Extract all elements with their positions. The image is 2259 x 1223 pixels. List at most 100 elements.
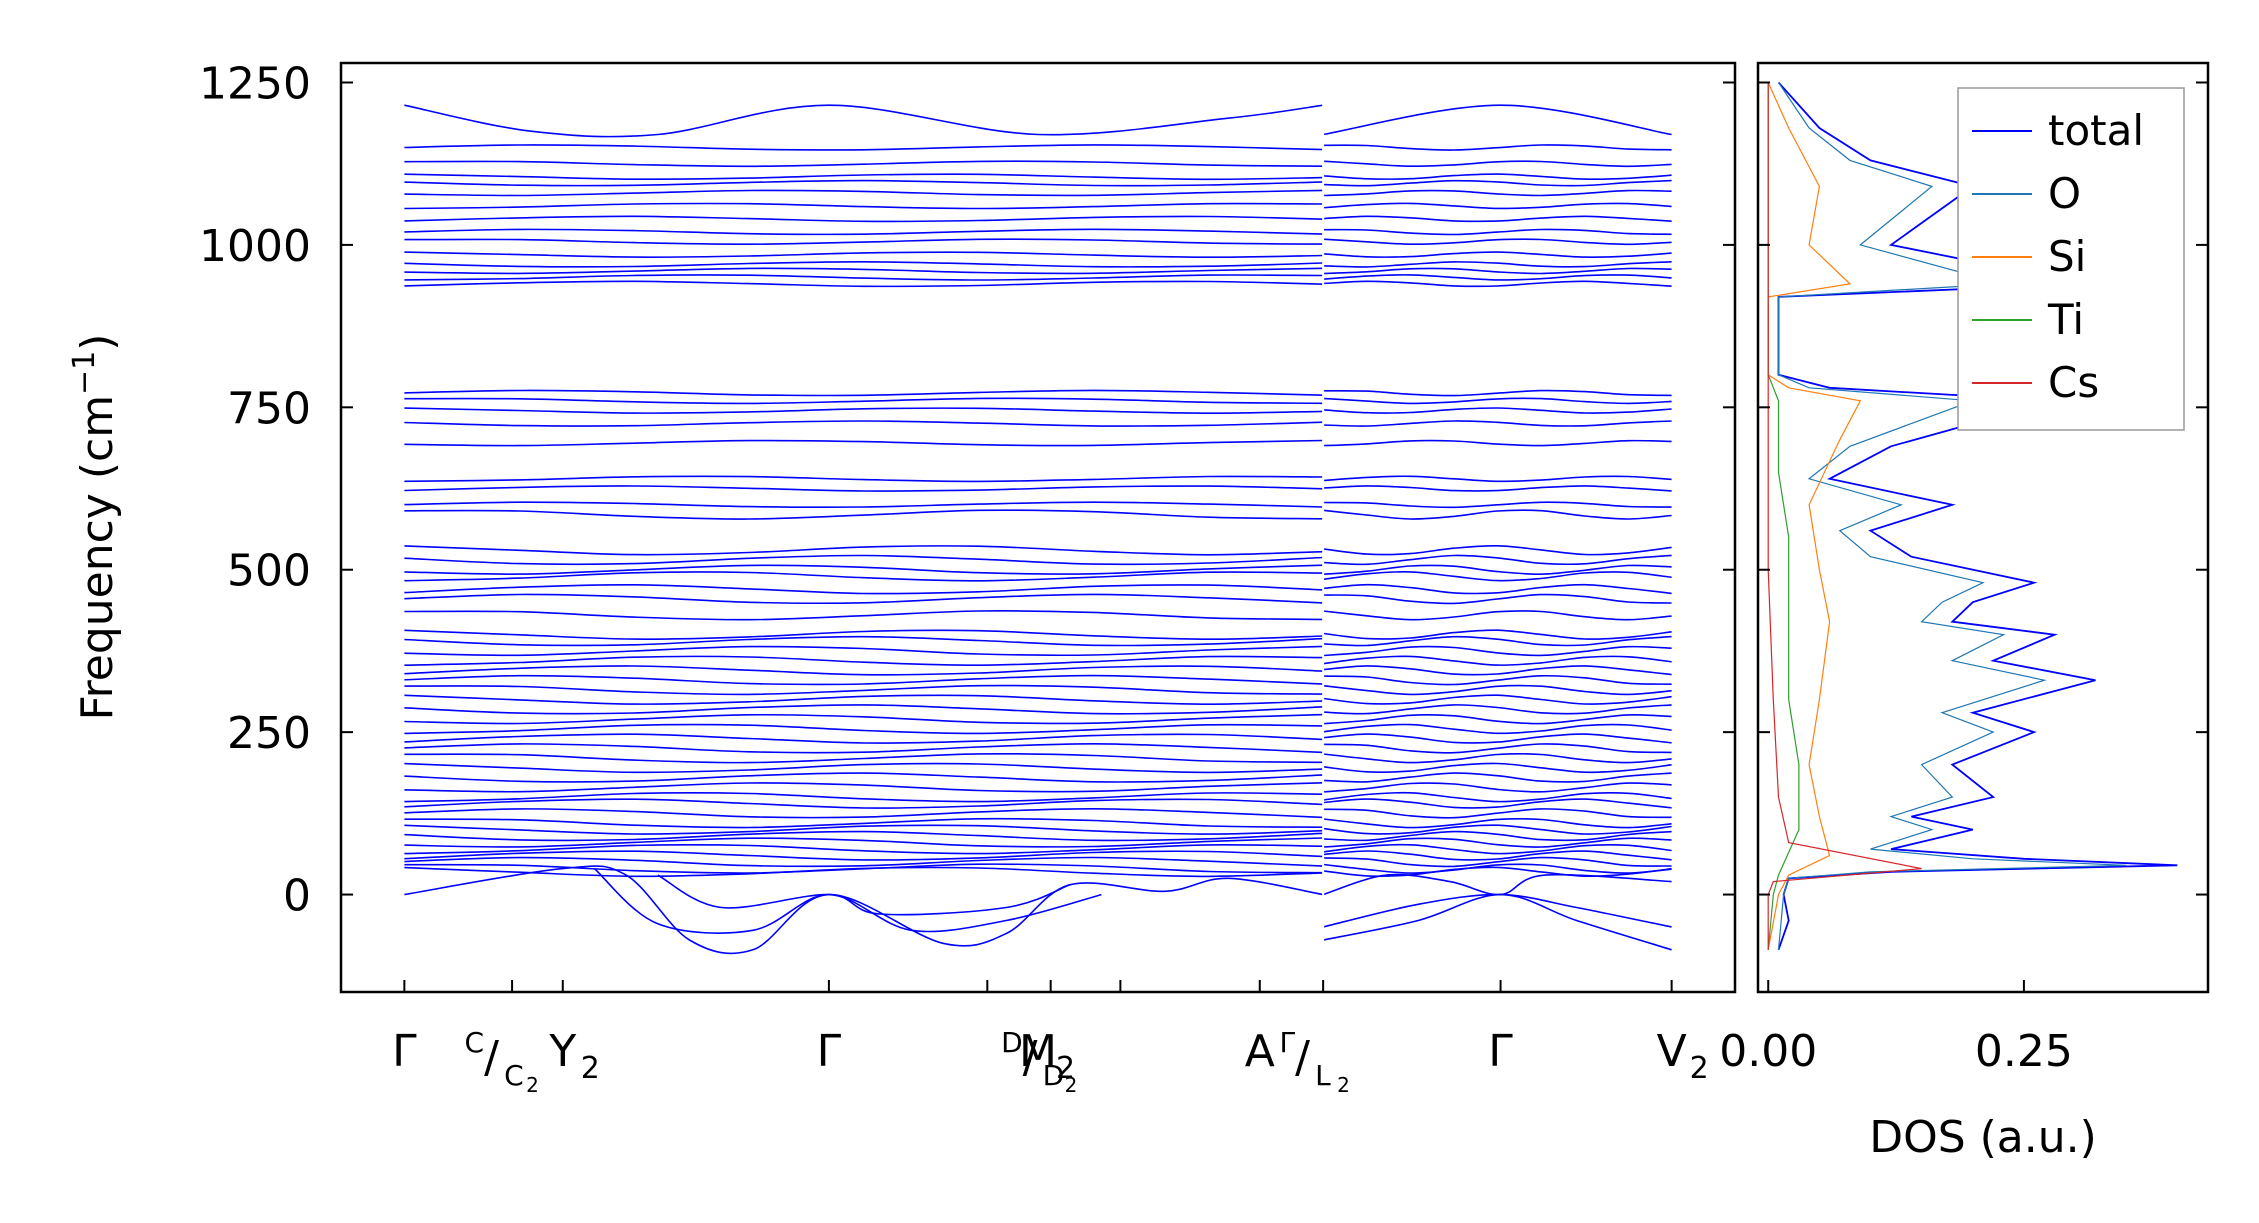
band-line — [1323, 251, 1672, 258]
band-line — [404, 837, 1324, 848]
band-line — [1323, 570, 1672, 582]
svg-text:Γ: Γ — [1488, 1026, 1513, 1077]
band-line — [1323, 694, 1672, 705]
svg-text:Γ: Γ — [1280, 1026, 1296, 1059]
svg-text:D: D — [1001, 1026, 1023, 1059]
dos-series-Cs — [1767, 82, 1922, 950]
band-branch-top-branch — [404, 104, 1324, 138]
band-line — [404, 824, 1324, 835]
band-line — [1323, 261, 1672, 268]
band-line — [404, 545, 1324, 556]
band-line — [1323, 189, 1672, 197]
legend-label: total — [2048, 106, 2144, 155]
band-line — [1323, 554, 1672, 566]
k-label-a: A — [1245, 1026, 1275, 1077]
band-line — [1323, 160, 1672, 168]
svg-text:/: / — [1023, 1032, 1038, 1083]
band-line — [404, 215, 1324, 223]
svg-text:2: 2 — [1337, 1073, 1350, 1097]
band-line — [1323, 274, 1672, 281]
band-line — [404, 723, 1324, 735]
band-line — [404, 694, 1324, 706]
band-line — [404, 772, 1324, 783]
svg-text:Y: Y — [548, 1026, 576, 1077]
dos-legend: total O Si Ti Cs — [1957, 87, 2185, 431]
band-line — [404, 564, 1324, 575]
band-line — [1323, 509, 1672, 520]
dos-lines — [1767, 81, 2178, 951]
band-line — [1323, 830, 1672, 842]
band-line — [404, 645, 1324, 657]
band-line — [1323, 824, 1672, 835]
svg-text:A: A — [1245, 1026, 1275, 1077]
y-tick-label: 500 — [227, 546, 311, 597]
dos-panel: 0.00 0.25 DOS (a.u.) total O Si Ti Cs — [1719, 61, 2210, 1163]
band-line — [404, 593, 1324, 605]
y-axis-label: Frequency (cm−1) — [67, 334, 123, 721]
band-line — [1323, 798, 1672, 809]
legend-entry-total: total — [1972, 106, 2144, 155]
svg-text:D: D — [1043, 1059, 1065, 1092]
svg-text:C: C — [504, 1059, 524, 1092]
band-line — [1323, 544, 1672, 556]
band-line — [1323, 753, 1672, 764]
band-line — [1323, 501, 1672, 509]
dos-series-Ti — [1767, 82, 1800, 950]
band-line — [1323, 238, 1672, 246]
band-line — [1323, 144, 1672, 151]
band-line — [404, 655, 1324, 667]
k-label-gamma-2: Γ — [817, 1026, 842, 1077]
band-line — [404, 635, 1324, 647]
band-line — [404, 610, 1324, 621]
band-plot-frame — [339, 61, 1737, 994]
svg-text:2: 2 — [1056, 1051, 1075, 1086]
band-line — [1323, 202, 1672, 210]
y-tick-label: 0 — [283, 871, 311, 922]
band-line — [404, 160, 1324, 168]
legend-label: Si — [2048, 232, 2086, 281]
band-line — [404, 485, 1324, 492]
band-line — [1323, 856, 1672, 868]
band-line — [404, 179, 1324, 187]
band-line — [404, 752, 1324, 764]
legend-entry-Ti: Ti — [1972, 295, 2084, 344]
band-line — [404, 238, 1324, 246]
band-line — [1323, 267, 1672, 275]
svg-text:V: V — [1657, 1026, 1687, 1077]
band-line — [404, 475, 1324, 483]
band-line — [404, 583, 1324, 595]
band-line — [1323, 772, 1672, 783]
band-line — [404, 684, 1324, 696]
band-line — [1323, 179, 1672, 187]
svg-text:M: M — [1019, 1026, 1057, 1077]
band-line — [404, 792, 1324, 803]
band-line — [1323, 397, 1672, 405]
band-line — [404, 798, 1324, 809]
band-line — [404, 713, 1324, 725]
dos-series-O — [1777, 82, 2127, 950]
dos-plot-frame — [1756, 61, 2210, 994]
svg-text:2: 2 — [581, 1051, 600, 1086]
band-line — [1323, 420, 1672, 427]
band-line — [404, 782, 1324, 793]
band-line — [404, 267, 1324, 275]
k-label-d-d2: D / D 2 — [1001, 1026, 1077, 1097]
band-line — [404, 856, 1324, 868]
band-line — [1323, 173, 1672, 180]
legend-entry-Si: Si — [1972, 232, 2086, 281]
svg-text:/: / — [1295, 1032, 1310, 1083]
band-line — [1323, 714, 1672, 725]
band-branch-acoustic-seg2-3 — [1322, 873, 1672, 896]
band-line — [1323, 475, 1672, 483]
band-line — [404, 817, 1324, 829]
band-line — [1323, 665, 1672, 676]
legend-label: Ti — [2047, 295, 2084, 344]
y-tick-label: 1250 — [199, 58, 311, 109]
band-line — [404, 554, 1324, 566]
dos-axes: 0.00 0.25 — [1719, 81, 2208, 1077]
band-line — [404, 733, 1324, 744]
legend-label: O — [2048, 169, 2081, 218]
